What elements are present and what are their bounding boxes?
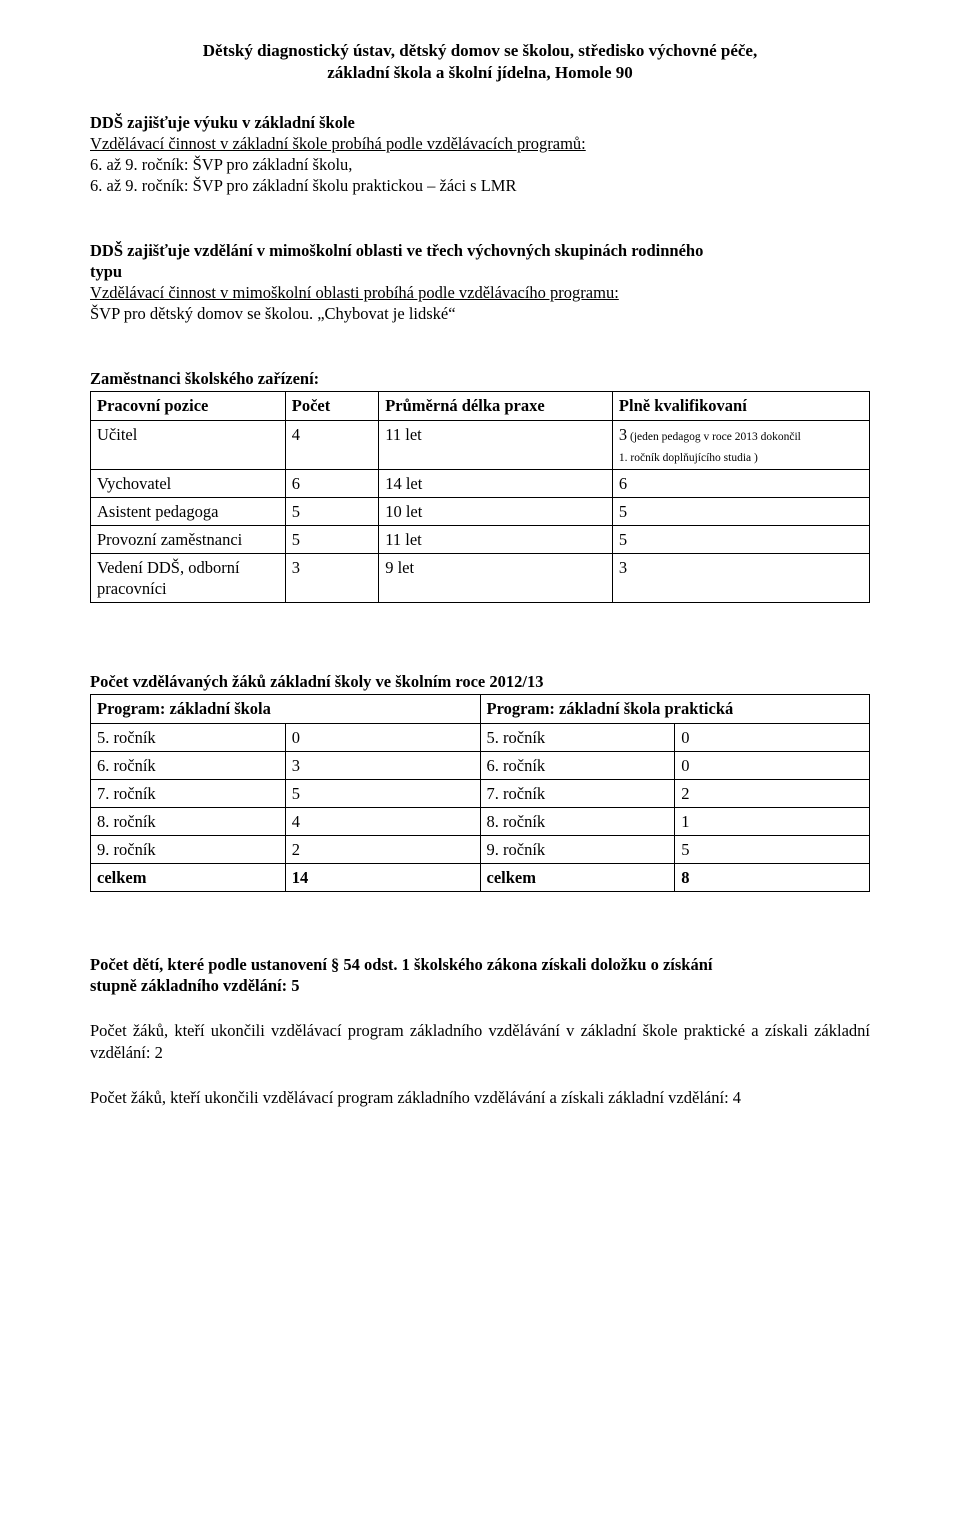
section1-line2: 6. až 9. ročník: ŠVP pro základní školu … bbox=[90, 175, 870, 196]
qualified-note-2: 1. ročník doplňujícího studia ) bbox=[619, 452, 758, 464]
page-header: Dětský diagnostický ústav, dětský domov … bbox=[90, 40, 870, 84]
table-row: 9. ročník 2 9. ročník 5 bbox=[91, 836, 870, 864]
cell-count: 5 bbox=[285, 779, 480, 807]
pupils-heading: Počet vzdělávaných žáků základní školy v… bbox=[90, 671, 870, 692]
pupils-table: Program: základní škola Program: základn… bbox=[90, 694, 870, 892]
table-row: Asistent pedagoga 5 10 let 5 bbox=[91, 497, 870, 525]
cell-grade: 9. ročník bbox=[480, 836, 675, 864]
cell-count: 0 bbox=[675, 751, 870, 779]
cell-position: Učitel bbox=[91, 420, 286, 469]
cell-total-label: celkem bbox=[91, 864, 286, 892]
section1-subtitle: Vzdělávací činnost v základní škole prob… bbox=[90, 133, 870, 154]
header-line-2: základní škola a školní jídelna, Homole … bbox=[327, 63, 633, 82]
cell-qualified: 6 bbox=[612, 469, 869, 497]
section2-title-l2: typu bbox=[90, 262, 122, 281]
footer-para-2: Počet žáků, kteří ukončili vzdělávací pr… bbox=[90, 1020, 870, 1062]
cell-count: 2 bbox=[675, 779, 870, 807]
cell-grade: 6. ročník bbox=[480, 751, 675, 779]
cell-count: 4 bbox=[285, 420, 378, 469]
staff-col-count: Počet bbox=[285, 392, 378, 420]
cell-grade: 6. ročník bbox=[91, 751, 286, 779]
cell-count: 5 bbox=[285, 526, 378, 554]
staff-table: Pracovní pozice Počet Průměrná délka pra… bbox=[90, 391, 870, 603]
cell-total-value: 14 bbox=[285, 864, 480, 892]
cell-grade: 7. ročník bbox=[480, 779, 675, 807]
cell-experience: 11 let bbox=[379, 420, 613, 469]
cell-position: Asistent pedagoga bbox=[91, 497, 286, 525]
section2-line1: ŠVP pro dětský domov se školou. „Chybova… bbox=[90, 303, 870, 324]
staff-col-position: Pracovní pozice bbox=[91, 392, 286, 420]
cell-count: 2 bbox=[285, 836, 480, 864]
cell-grade: 8. ročník bbox=[91, 807, 286, 835]
section1-title: DDŠ zajišťuje výuku v základní škole bbox=[90, 112, 870, 133]
qualified-note-1: (jeden pedagog v roce 2013 dokončil bbox=[627, 431, 801, 443]
table-row: 8. ročník 4 8. ročník 1 bbox=[91, 807, 870, 835]
cell-qualified: 5 bbox=[612, 526, 869, 554]
table-row: 6. ročník 3 6. ročník 0 bbox=[91, 751, 870, 779]
footer-para-1: Počet dětí, které podle ustanovení § 54 … bbox=[90, 954, 870, 996]
cell-count: 5 bbox=[285, 497, 378, 525]
table-row: Učitel 4 11 let 3 (jeden pedagog v roce … bbox=[91, 420, 870, 469]
cell-count: 0 bbox=[285, 723, 480, 751]
cell-grade: 5. ročník bbox=[91, 723, 286, 751]
cell-position: Vychovatel bbox=[91, 469, 286, 497]
staff-table-header: Pracovní pozice Počet Průměrná délka pra… bbox=[91, 392, 870, 420]
section2-title: DDŠ zajišťuje vzdělání v mimoškolní obla… bbox=[90, 240, 870, 282]
table-row: Provozní zaměstnanci 5 11 let 5 bbox=[91, 526, 870, 554]
cell-experience: 14 let bbox=[379, 469, 613, 497]
cell-position: Vedení DDŠ, odborní pracovníci bbox=[91, 554, 286, 603]
cell-experience: 11 let bbox=[379, 526, 613, 554]
cell-total-label: celkem bbox=[480, 864, 675, 892]
cell-qualified: 5 bbox=[612, 497, 869, 525]
qualified-value: 3 bbox=[619, 425, 627, 444]
cell-count: 1 bbox=[675, 807, 870, 835]
cell-qualified: 3 (jeden pedagog v roce 2013 dokončil 1.… bbox=[612, 420, 869, 469]
cell-grade: 5. ročník bbox=[480, 723, 675, 751]
table-row: Vedení DDŠ, odborní pracovníci 3 9 let 3 bbox=[91, 554, 870, 603]
table-row-total: celkem 14 celkem 8 bbox=[91, 864, 870, 892]
header-line-1: Dětský diagnostický ústav, dětský domov … bbox=[203, 41, 757, 60]
cell-count: 5 bbox=[675, 836, 870, 864]
section2-subtitle: Vzdělávací činnost v mimoškolní oblasti … bbox=[90, 282, 870, 303]
section1-line1: 6. až 9. ročník: ŠVP pro základní školu, bbox=[90, 154, 870, 175]
cell-qualified: 3 bbox=[612, 554, 869, 603]
cell-count: 3 bbox=[285, 554, 378, 603]
cell-grade: 8. ročník bbox=[480, 807, 675, 835]
cell-grade: 9. ročník bbox=[91, 836, 286, 864]
cell-count: 3 bbox=[285, 751, 480, 779]
staff-heading: Zaměstnanci školského zařízení: bbox=[90, 368, 870, 389]
cell-grade: 7. ročník bbox=[91, 779, 286, 807]
footer-para-1-l1: Počet dětí, které podle ustanovení § 54 … bbox=[90, 955, 712, 974]
cell-total-value: 8 bbox=[675, 864, 870, 892]
table-row: 5. ročník 0 5. ročník 0 bbox=[91, 723, 870, 751]
section2-title-l1: DDŠ zajišťuje vzdělání v mimoškolní obla… bbox=[90, 241, 703, 260]
footer-para-1-l2: stupně základního vzdělání: 5 bbox=[90, 976, 300, 995]
pupils-col-left: Program: základní škola bbox=[91, 695, 481, 723]
pupils-table-header: Program: základní škola Program: základn… bbox=[91, 695, 870, 723]
document-page: Dětský diagnostický ústav, dětský domov … bbox=[0, 0, 960, 1533]
table-row: 7. ročník 5 7. ročník 2 bbox=[91, 779, 870, 807]
cell-count: 4 bbox=[285, 807, 480, 835]
cell-count: 6 bbox=[285, 469, 378, 497]
staff-col-qualified: Plně kvalifikovaní bbox=[612, 392, 869, 420]
pupils-col-right: Program: základní škola praktická bbox=[480, 695, 870, 723]
staff-col-experience: Průměrná délka praxe bbox=[379, 392, 613, 420]
cell-experience: 9 let bbox=[379, 554, 613, 603]
footer-para-3: Počet žáků, kteří ukončili vzdělávací pr… bbox=[90, 1087, 870, 1108]
table-row: Vychovatel 6 14 let 6 bbox=[91, 469, 870, 497]
cell-position: Provozní zaměstnanci bbox=[91, 526, 286, 554]
cell-count: 0 bbox=[675, 723, 870, 751]
cell-experience: 10 let bbox=[379, 497, 613, 525]
